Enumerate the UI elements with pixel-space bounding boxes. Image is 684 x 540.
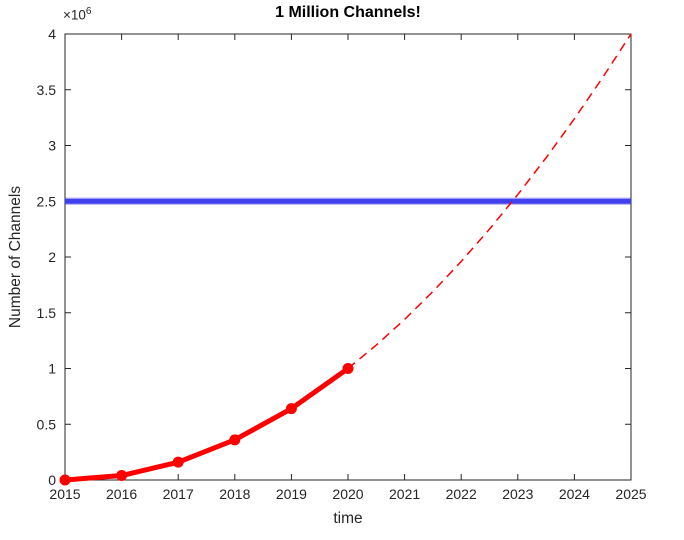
y-axis-label: Number of Channels (7, 185, 24, 329)
channels-actual-line (64, 366, 350, 483)
x-tick-label: 2023 (502, 486, 533, 502)
y-tick-label: 2 (48, 249, 56, 265)
y-tick-label: 4 (48, 26, 56, 42)
x-tick-label: 2021 (389, 486, 420, 502)
axes-box (64, 33, 632, 481)
channels-actual-marker (59, 474, 71, 486)
x-tick-label: 2018 (219, 486, 250, 502)
x-tick-label: 2017 (163, 486, 194, 502)
chart-title: 1 Million Channels! (275, 4, 421, 21)
channels-actual-marker (116, 470, 128, 482)
exponent-power-text: 6 (85, 6, 92, 17)
x-axis-label: time (333, 510, 363, 527)
channels-actual-marker (172, 456, 184, 468)
channels-actual-marker (229, 434, 241, 446)
y-tick-label: 1 (48, 361, 56, 377)
x-tick-label: 2024 (559, 486, 590, 502)
y-tick-label: 3.5 (37, 82, 57, 98)
y-tick-label: 3 (48, 138, 56, 154)
y-tick-label: 0.5 (37, 416, 57, 432)
x-tick-label: 2015 (49, 486, 80, 502)
y-axis-exponent-label: ×106 (63, 6, 91, 23)
y-tick-label: 1.5 (37, 305, 57, 321)
channels-actual-marker (285, 403, 297, 415)
x-tick-label: 2016 (106, 486, 137, 502)
exponent-base-text: ×10 (63, 7, 86, 23)
channels-projection-line (347, 33, 632, 370)
y-tick-label: 0 (48, 472, 56, 488)
x-tick-label: 2025 (615, 486, 646, 502)
y-tick-label: 2.5 (37, 193, 57, 209)
x-tick-label: 2022 (446, 486, 477, 502)
x-tick-label: 2019 (276, 486, 307, 502)
x-tick-label: 2020 (332, 486, 363, 502)
